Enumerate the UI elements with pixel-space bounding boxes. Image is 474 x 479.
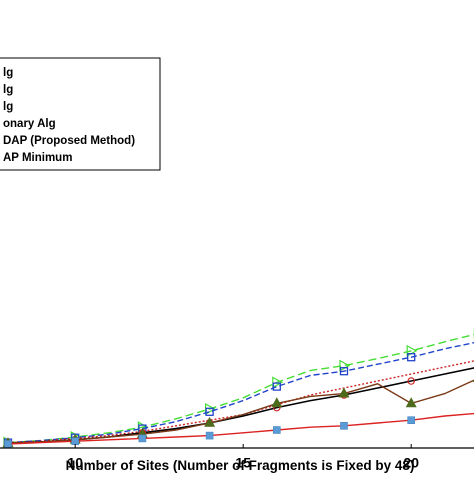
series-5-point [72,438,79,445]
legend-entry-0: lg [3,67,13,79]
series-5-point [5,441,12,448]
series-5-point [273,427,280,434]
series-5-point [139,435,146,442]
legend-entry-1: lg [3,84,13,96]
legend-entry-3: onary Alg [3,118,56,130]
x-axis-label: Number of Sites (Number of Fragments is … [66,458,415,473]
legend-entry-4: DAP (Proposed Method) [3,135,135,147]
legend-entry-5: AP Minimum [3,152,72,164]
legend: lg lg lg onary Alg DAP (Proposed Method) AP M… [0,58,160,170]
series-5-point [408,417,415,424]
series-5-point [206,432,213,439]
series-5-point [341,422,348,429]
legend-entry-2: lg [3,101,13,113]
